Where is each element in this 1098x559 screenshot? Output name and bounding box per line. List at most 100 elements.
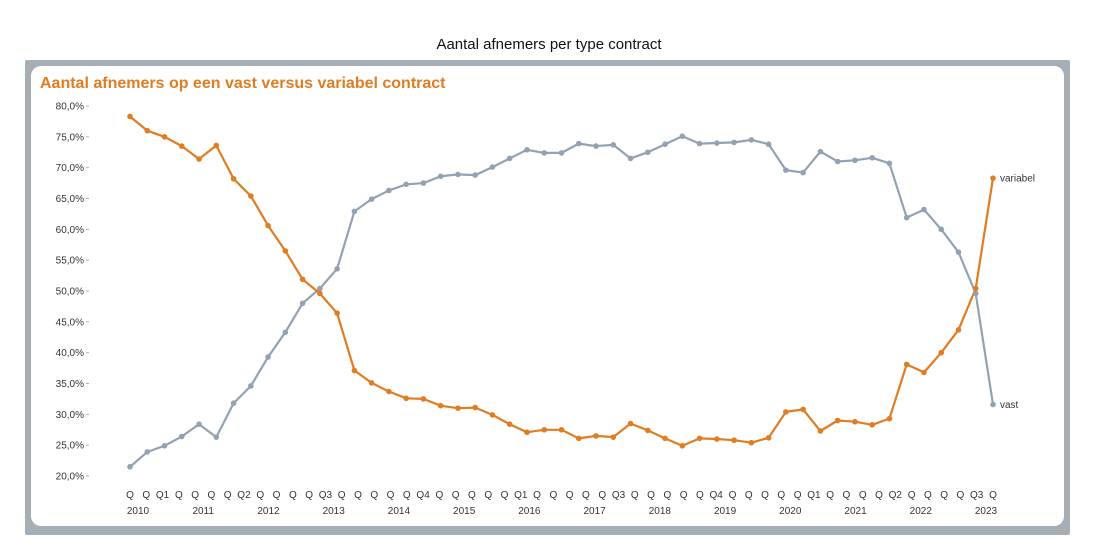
data-point-variabel	[834, 417, 841, 424]
y-tick-label: 70,0%	[56, 163, 84, 174]
x-quarter-label: Q	[256, 490, 264, 501]
y-axis: 80,0% 75,0% 70,0% 65,0% 60,0% 55,0% 50,0% 45,0%…	[56, 102, 89, 483]
series-lines	[129, 115, 995, 468]
data-point-variabel	[144, 127, 151, 134]
data-point-vast	[265, 354, 271, 360]
data-point-vast	[541, 150, 548, 156]
x-quarter-label: Q	[370, 490, 378, 501]
data-point-vast	[714, 140, 720, 146]
data-point-variabel	[679, 442, 686, 449]
data-point-vast	[420, 180, 427, 186]
x-year-label: 2020	[779, 506, 802, 517]
data-point-vast	[886, 160, 893, 167]
data-point-vast	[455, 171, 461, 178]
x-quarter-label: Q3	[319, 490, 333, 501]
x-quarter-label: Q1	[156, 490, 170, 501]
data-point-variabel	[334, 310, 340, 317]
data-point-vast	[317, 285, 323, 292]
x-year-label: 2016	[518, 506, 541, 517]
data-point-variabel	[403, 395, 409, 402]
x-quarter-label: Q	[631, 490, 639, 501]
data-point-variabel	[230, 175, 237, 182]
data-point-vast	[506, 155, 513, 162]
data-point-variabel	[714, 436, 720, 442]
y-tick-label: 50,0%	[56, 287, 84, 298]
data-point-vast	[196, 421, 202, 428]
data-point-variabel	[127, 113, 133, 120]
y-tick-label: 40,0%	[56, 348, 84, 359]
x-quarter-label: Q	[924, 490, 932, 501]
x-quarter-label: Q	[338, 490, 346, 501]
series-labels: vast variabel	[1000, 174, 1035, 411]
x-quarter-label: Q	[647, 490, 655, 501]
x-year-label: 2013	[323, 506, 346, 517]
y-tick-label: 75,0%	[56, 132, 84, 143]
data-point-variabel	[972, 285, 979, 292]
data-point-vast	[938, 226, 945, 233]
data-point-variabel	[645, 427, 651, 434]
x-year-label: 2019	[714, 506, 737, 517]
data-point-variabel	[282, 248, 289, 254]
data-point-vast	[783, 167, 789, 173]
x-quarter-label: Q	[680, 490, 688, 501]
x-quarter-label: Q	[729, 490, 737, 501]
x-quarter-label: Q	[273, 490, 281, 501]
x-quarter-label: Q	[598, 490, 606, 501]
data-point-variabel	[938, 349, 945, 356]
data-point-vast	[679, 133, 686, 140]
series-label-vast: vast	[1000, 400, 1019, 411]
data-point-vast	[662, 141, 668, 148]
data-point-variabel	[627, 420, 634, 427]
x-quarter-label: Q	[191, 490, 199, 501]
data-point-variabel	[731, 437, 737, 444]
data-point-variabel	[558, 426, 565, 433]
data-point-variabel	[368, 380, 375, 386]
x-year-label: 2022	[910, 506, 933, 517]
data-point-vast	[334, 266, 340, 272]
x-quarter-label: Q4	[710, 490, 724, 501]
x-quarter-label: Q	[957, 490, 965, 501]
x-quarter-label: Q	[777, 490, 785, 501]
data-point-variabel	[299, 276, 306, 283]
x-year-label: 2011	[192, 506, 214, 517]
data-point-vast	[645, 149, 651, 156]
data-point-vast	[575, 140, 582, 147]
chart-title: Aantal afnemers op een vast versus varia…	[40, 75, 446, 92]
data-point-variabel	[541, 426, 548, 433]
data-point-variabel	[610, 434, 617, 440]
data-point-vast	[178, 433, 185, 440]
x-quarter-label: Q	[224, 490, 232, 501]
data-point-vast	[852, 157, 858, 164]
data-point-vast	[817, 148, 824, 155]
data-point-variabel	[386, 388, 392, 395]
data-point-variabel	[783, 409, 789, 415]
x-year-label: 2021	[844, 506, 867, 517]
data-point-vast	[748, 137, 755, 143]
x-quarter-label: Q	[452, 490, 460, 501]
x-quarter-label: Q	[533, 490, 541, 501]
chart-card	[31, 66, 1064, 526]
data-point-vast	[990, 401, 996, 408]
y-tick-label: 80,0%	[56, 102, 84, 113]
x-quarter-label: Q4	[416, 490, 430, 501]
data-point-variabel	[575, 435, 582, 442]
data-point-vast	[800, 169, 806, 176]
data-point-vast	[593, 143, 599, 149]
y-tick-label: 25,0%	[56, 441, 84, 452]
data-point-vast	[472, 172, 479, 178]
data-point-variabel	[317, 290, 323, 297]
data-point-vast	[921, 206, 927, 213]
data-point-vast	[248, 383, 254, 389]
data-point-vast	[903, 214, 910, 221]
data-point-variabel	[196, 156, 202, 162]
x-quarter-label: Q	[142, 490, 150, 501]
x-quarter-label: Q	[305, 490, 313, 501]
data-point-vast	[299, 300, 306, 307]
x-quarter-label: Q	[826, 490, 834, 501]
x-quarter-label: Q	[208, 490, 216, 501]
series-line-variabel	[129, 115, 995, 447]
x-year-label: 2014	[388, 506, 411, 517]
x-quarter-label: Q3	[970, 490, 984, 501]
series-line-vast	[129, 135, 995, 468]
